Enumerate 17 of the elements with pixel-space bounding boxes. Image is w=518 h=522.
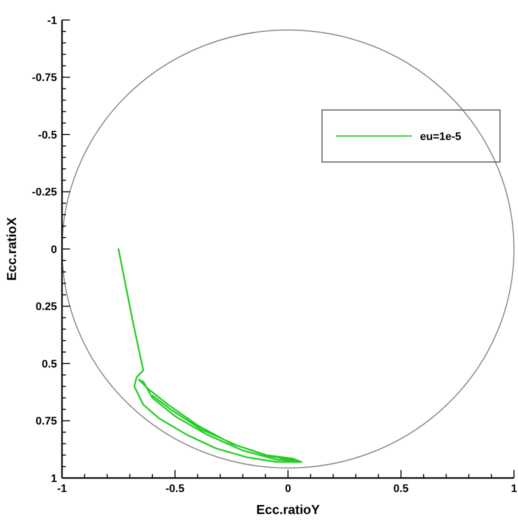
y-tick-label: -0.75 xyxy=(32,72,57,84)
y-tick-label: -0.5 xyxy=(38,129,57,142)
line-series xyxy=(118,248,302,463)
x-tick-label: 0.5 xyxy=(393,483,409,495)
x-tick-label: 1 xyxy=(510,483,518,495)
y-axis-title: Ecc.ratioX xyxy=(4,216,19,281)
y-tick-label: 1 xyxy=(50,472,57,485)
y-tick-label: 0.25 xyxy=(36,301,57,314)
y-tick-label: -0.25 xyxy=(32,186,57,199)
y-tick-label: 0 xyxy=(50,244,57,256)
x-tick-label: 0 xyxy=(284,483,292,495)
x-tick-label: -0.5 xyxy=(166,483,184,495)
text: eu=1e-5 xyxy=(420,130,462,143)
y-tick-label: 0.5 xyxy=(42,358,57,370)
y-tick-label: 0.75 xyxy=(36,416,57,428)
y-tick-label: -1 xyxy=(47,14,57,27)
x-axis-title: Ecc.ratioY xyxy=(256,502,320,517)
